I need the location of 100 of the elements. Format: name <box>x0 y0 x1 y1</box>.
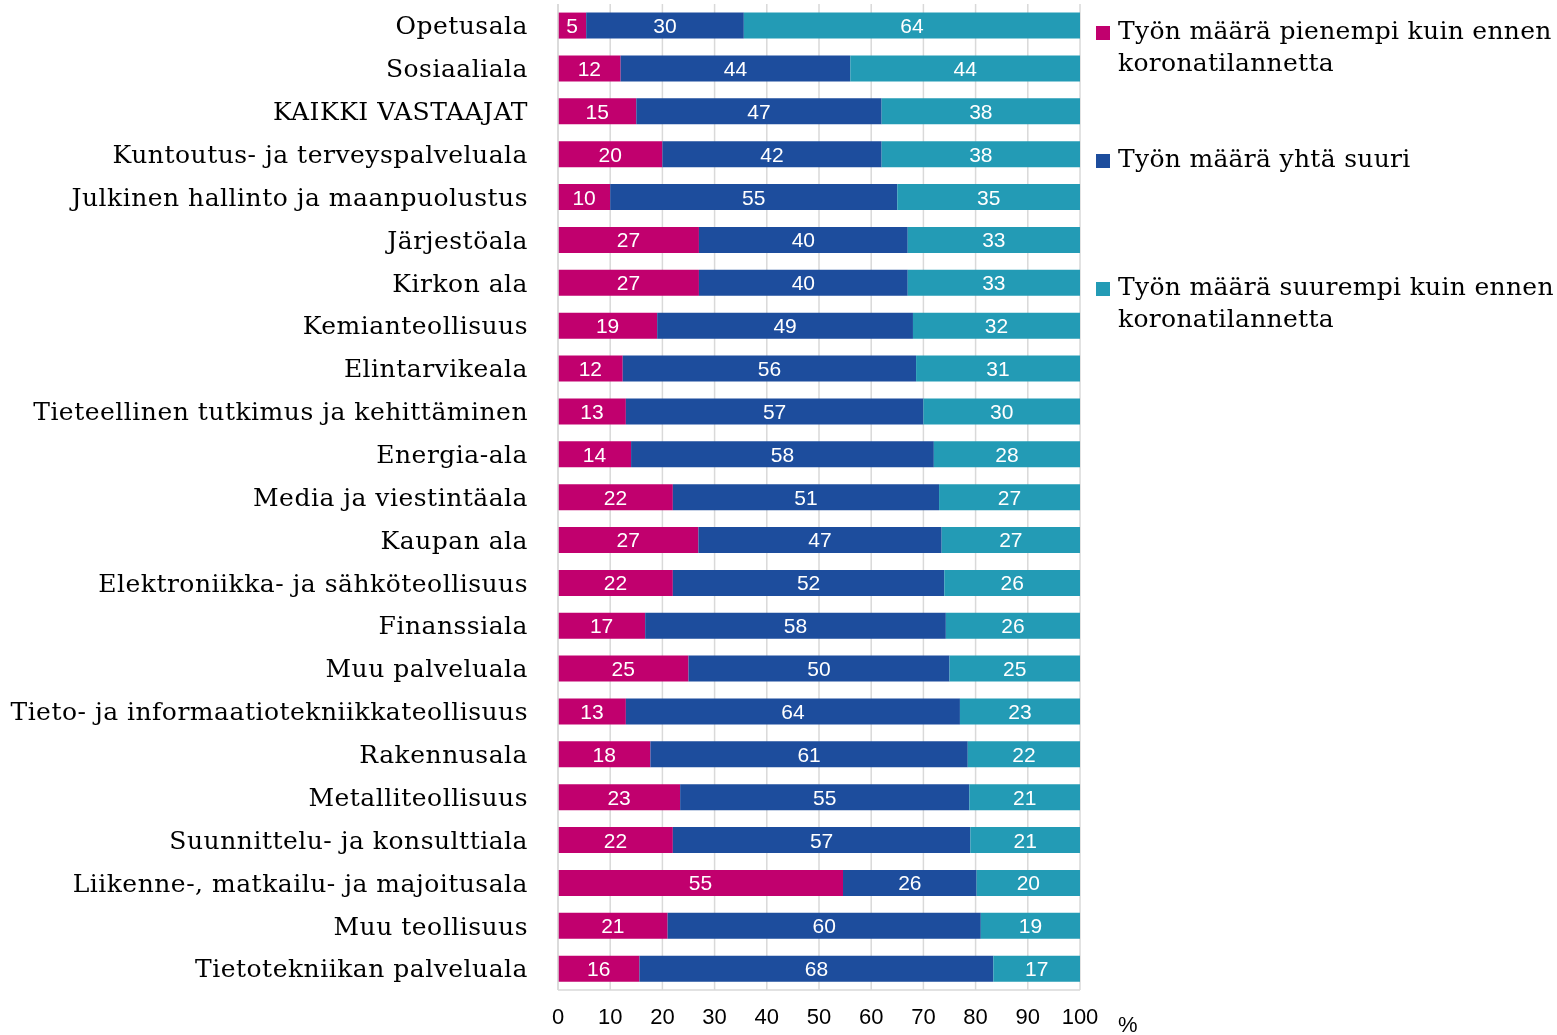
data-label: 17 <box>1024 957 1049 981</box>
bar <box>970 827 1080 854</box>
y-tick-label: Media ja viestintäala <box>253 482 528 512</box>
bar <box>620 55 851 82</box>
data-label: 19 <box>1018 914 1043 938</box>
data-label: 42 <box>760 142 784 166</box>
legend-label: Työn määrä suurempi kuin ennen koronatilannetta <box>1118 271 1555 335</box>
bar <box>939 484 1080 511</box>
bar <box>558 312 658 339</box>
x-tick-label: 60 <box>858 1003 884 1029</box>
bar <box>586 12 744 39</box>
bar <box>976 869 1080 896</box>
y-tick-label: Tieto- ja informaatiotekniikkateollisuus <box>10 697 528 727</box>
bar <box>610 184 898 211</box>
bar <box>558 869 844 896</box>
data-label: 47 <box>747 99 771 123</box>
data-label: 14 <box>582 442 607 466</box>
bar <box>558 269 699 296</box>
data-label: 38 <box>969 99 993 123</box>
data-label: 27 <box>997 485 1022 509</box>
data-label: 27 <box>616 228 641 252</box>
bar <box>941 527 1080 554</box>
data-label: 68 <box>804 957 829 981</box>
data-label: 30 <box>990 399 1014 423</box>
y-tick-label: Metalliteollisuus <box>308 782 528 812</box>
y-tick-label: Suunnittelu- ja konsulttiala <box>169 825 528 855</box>
bar <box>558 655 689 682</box>
bar <box>650 741 968 768</box>
data-label: 32 <box>984 314 1009 338</box>
bar <box>631 441 934 468</box>
bar <box>949 655 1080 682</box>
y-tick-label: Tietotekniikan palveluala <box>195 954 528 984</box>
bar <box>558 955 640 982</box>
bar <box>850 55 1080 82</box>
data-label: 44 <box>723 56 748 80</box>
x-tick-label: 40 <box>754 1003 780 1029</box>
bar <box>672 484 940 511</box>
data-label: 26 <box>898 871 922 895</box>
data-label: 50 <box>807 657 831 681</box>
data-label: 10 <box>572 185 596 209</box>
bar <box>907 269 1080 296</box>
data-label: 35 <box>976 185 1001 209</box>
y-tick-label: KAIKKI VASTAAJAT <box>272 97 528 127</box>
data-label: 40 <box>791 228 816 252</box>
bar <box>667 912 981 939</box>
data-label: 21 <box>1012 785 1037 809</box>
data-label: 57 <box>809 828 834 852</box>
bar <box>969 784 1080 811</box>
data-label: 55 <box>813 785 837 809</box>
data-label: 64 <box>781 699 805 723</box>
bar <box>625 698 960 725</box>
data-label: 26 <box>1000 571 1024 595</box>
data-label: 16 <box>587 957 611 981</box>
data-label: 64 <box>900 14 924 38</box>
bar <box>698 269 908 296</box>
y-tick-label: Sosiaaliala <box>385 54 528 84</box>
bar <box>558 827 673 854</box>
bar <box>698 527 942 554</box>
data-label: 55 <box>742 185 766 209</box>
bar <box>558 55 621 82</box>
x-tick-label: 100 <box>1061 1003 1099 1029</box>
data-label: 38 <box>969 142 993 166</box>
data-label: 15 <box>585 99 609 123</box>
data-label: 47 <box>808 528 832 552</box>
bar <box>680 784 970 811</box>
bar <box>944 569 1080 596</box>
data-label: 58 <box>770 442 795 466</box>
bar <box>672 827 971 854</box>
x-tick-label: 10 <box>597 1003 623 1029</box>
data-label: 55 <box>688 871 713 895</box>
data-label: 27 <box>999 528 1023 552</box>
data-label: 12 <box>578 356 603 380</box>
bar <box>558 698 626 725</box>
bar <box>558 612 646 639</box>
data-label: 49 <box>773 314 797 338</box>
data-label: 13 <box>580 399 604 423</box>
bar <box>558 784 681 811</box>
y-tick-label: Elintarvikeala <box>343 354 528 384</box>
bar <box>558 741 651 768</box>
bar <box>622 355 917 382</box>
data-label: 25 <box>1003 657 1027 681</box>
y-tick-label: Julkinen hallinto ja maanpuolustus <box>68 182 528 212</box>
data-label: 18 <box>592 742 616 766</box>
data-label: 44 <box>953 56 978 80</box>
bar <box>916 355 1080 382</box>
bar <box>558 398 626 425</box>
data-label: 20 <box>1016 871 1040 895</box>
bar <box>558 141 663 168</box>
data-label: 58 <box>783 614 808 638</box>
data-label: 5 <box>566 14 578 38</box>
bar <box>907 226 1080 253</box>
data-label: 23 <box>607 785 631 809</box>
data-label: 22 <box>1012 742 1036 766</box>
x-axis-title: % <box>1118 1012 1138 1035</box>
bar <box>625 398 924 425</box>
data-label: 22 <box>603 485 628 509</box>
y-tick-label: Liikenne-, matkailu- ja majoitusala <box>72 868 528 898</box>
bar <box>558 569 673 596</box>
y-tick-label: Kaupan ala <box>380 525 528 555</box>
bar <box>558 355 623 382</box>
